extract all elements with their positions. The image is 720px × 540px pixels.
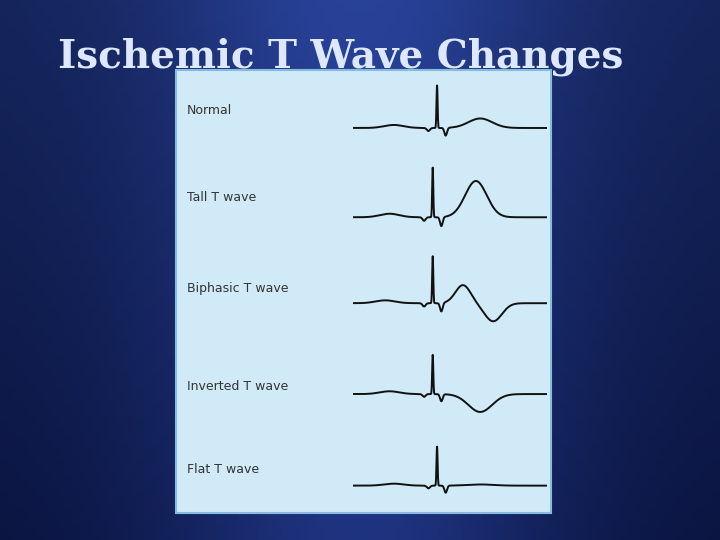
Text: Ischemic T Wave Changes: Ischemic T Wave Changes [58, 38, 623, 76]
Text: Inverted T wave: Inverted T wave [187, 380, 289, 393]
Text: Normal: Normal [187, 104, 233, 117]
Text: Tall T wave: Tall T wave [187, 191, 256, 204]
Text: Flat T wave: Flat T wave [187, 463, 259, 476]
Text: Biphasic T wave: Biphasic T wave [187, 282, 289, 295]
FancyBboxPatch shape [176, 70, 551, 513]
